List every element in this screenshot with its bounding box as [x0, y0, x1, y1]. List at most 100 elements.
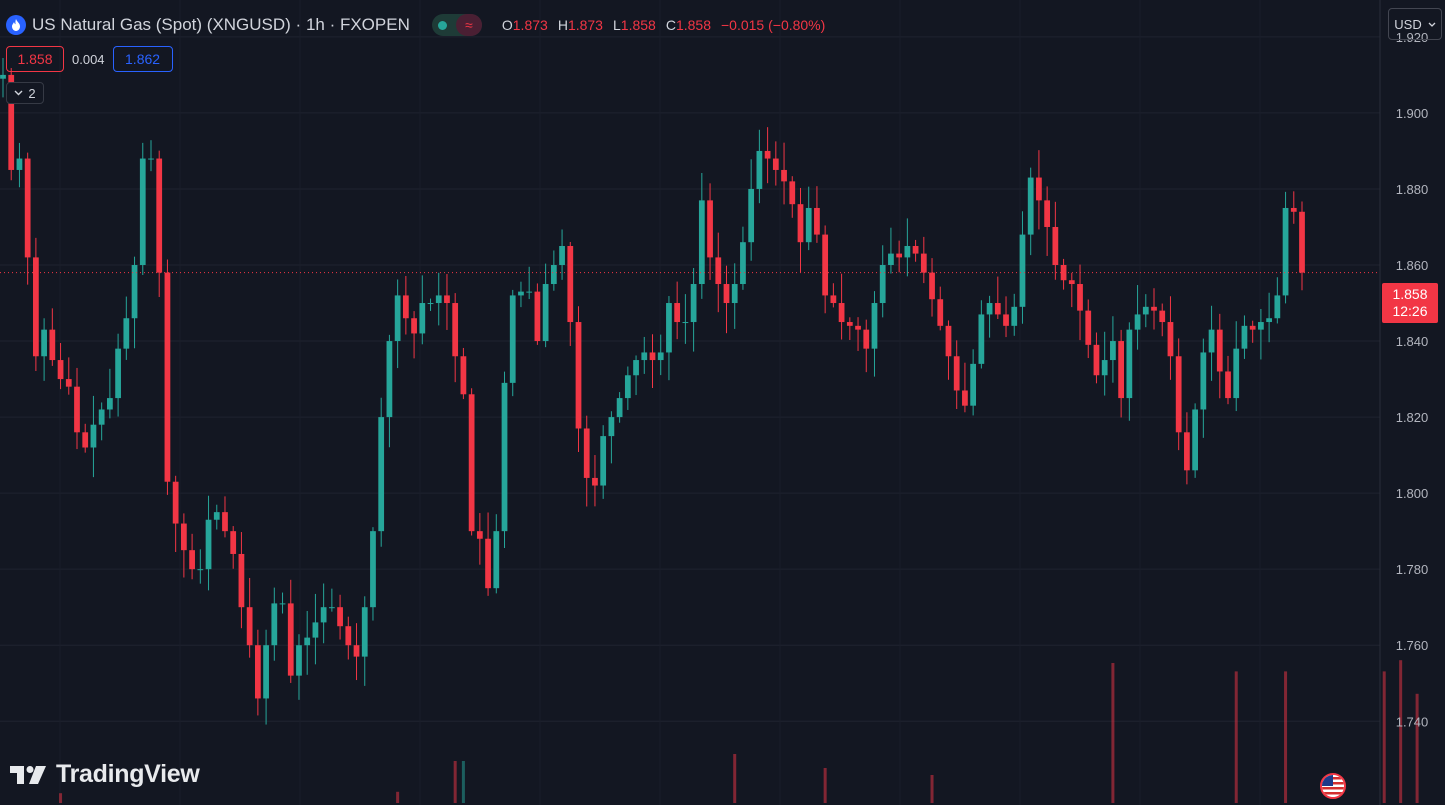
chart-header: US Natural Gas (Spot) (XNGUSD) · 1h · FX… [6, 12, 825, 38]
candle-down [1167, 322, 1174, 357]
candle-down [920, 253, 927, 273]
candle-up [657, 352, 664, 361]
candle-down [468, 394, 475, 532]
candle-down [1184, 432, 1190, 471]
candle-down [1085, 310, 1092, 345]
candle-down [82, 432, 89, 448]
market-status[interactable]: ≈ [431, 14, 482, 36]
candle-down [246, 607, 253, 646]
candle-up [279, 603, 286, 605]
candle-down [896, 253, 903, 258]
candle-up [263, 645, 269, 699]
candle-up [1282, 207, 1289, 296]
price-tick-label: 1.740 [1396, 714, 1429, 729]
candle-up [879, 265, 886, 304]
candle-down [452, 303, 459, 357]
price-tick-label: 1.860 [1396, 258, 1429, 273]
candle-down [189, 550, 195, 570]
candle-up [131, 265, 138, 319]
candle-up [1200, 352, 1207, 410]
candle-up [1192, 409, 1198, 471]
candle-down [254, 645, 261, 699]
candle-down [1290, 207, 1297, 212]
candle-down [156, 158, 163, 273]
candle-down [1249, 325, 1256, 330]
volume-bar [453, 761, 457, 803]
currency-selector[interactable]: USD [1388, 8, 1442, 40]
volume-bars [59, 660, 1419, 803]
candle-up [0, 74, 6, 79]
high-key: H [557, 17, 568, 33]
candle-up [1101, 360, 1108, 376]
candle-down [1159, 310, 1166, 323]
candle-up [1110, 341, 1116, 361]
candle-down [1003, 314, 1009, 326]
last-price-value: 1.858 [1392, 286, 1428, 302]
candle-down [74, 386, 80, 433]
candle-down [345, 626, 352, 646]
candle-down [1052, 226, 1059, 266]
candle-up [690, 284, 697, 323]
candle-down [846, 322, 853, 326]
candle-up [616, 398, 623, 418]
candle-up [970, 363, 977, 406]
candle-up [361, 607, 368, 657]
candle-down [57, 360, 64, 380]
flame-icon[interactable] [6, 15, 26, 35]
volume-bar [733, 754, 737, 803]
candle-up [107, 398, 113, 410]
candle-up [1258, 322, 1264, 330]
candle-down [814, 207, 820, 235]
candle-up [139, 158, 146, 266]
candle-up [559, 245, 565, 266]
candle-up [641, 352, 648, 361]
chart-grid [0, 36, 1380, 722]
candle-up [904, 245, 911, 258]
candle-up [394, 295, 401, 342]
candle-down [222, 512, 228, 532]
open-key: O [501, 17, 513, 33]
candle-down [797, 204, 804, 243]
indicators-toggle[interactable]: 2 [6, 82, 44, 104]
symbol-title[interactable]: US Natural Gas (Spot) (XNGUSD) · 1h · FX… [32, 15, 410, 34]
candle-down [575, 322, 582, 429]
candle-up [871, 303, 878, 349]
candle-up [542, 284, 549, 342]
candle-up [682, 322, 689, 324]
candle-down [838, 303, 845, 323]
candle-down [534, 291, 541, 342]
candle-down [962, 390, 968, 406]
candle-down [1216, 329, 1223, 372]
sell-button[interactable]: 1.858 [6, 46, 64, 72]
candle-up [740, 242, 746, 285]
us-flag-icon[interactable] [1320, 773, 1346, 799]
tradingview-logo[interactable]: TradingView [10, 760, 200, 789]
volume-bar [59, 793, 63, 803]
candle-down [781, 169, 787, 182]
candle-up [427, 303, 434, 305]
candle-up [328, 607, 335, 609]
candle-down [994, 303, 1001, 315]
candle-down [953, 356, 960, 391]
candle-down [476, 531, 483, 539]
candle-down [485, 538, 491, 589]
candle-up [501, 382, 508, 532]
candle-down [1060, 265, 1067, 281]
candle-up [731, 284, 738, 304]
candle-down [1036, 177, 1042, 201]
candle-up [419, 303, 426, 334]
candle-down [172, 481, 179, 524]
ohlc-legend: O1.873 H1.873 L1.858 C1.858 −0.015 (−0.8… [502, 17, 825, 33]
candle-down [238, 553, 245, 608]
price-tick-label: 1.760 [1396, 638, 1429, 653]
candle-down [707, 200, 713, 258]
price-tick-label: 1.920 [1396, 30, 1429, 45]
candle-up [320, 607, 327, 623]
candle-down [1118, 341, 1125, 399]
candle-down [287, 603, 294, 676]
candle-up [1027, 177, 1034, 235]
candle-down [402, 295, 409, 319]
buy-button[interactable]: 1.862 [112, 46, 173, 72]
candle-down [583, 428, 590, 478]
